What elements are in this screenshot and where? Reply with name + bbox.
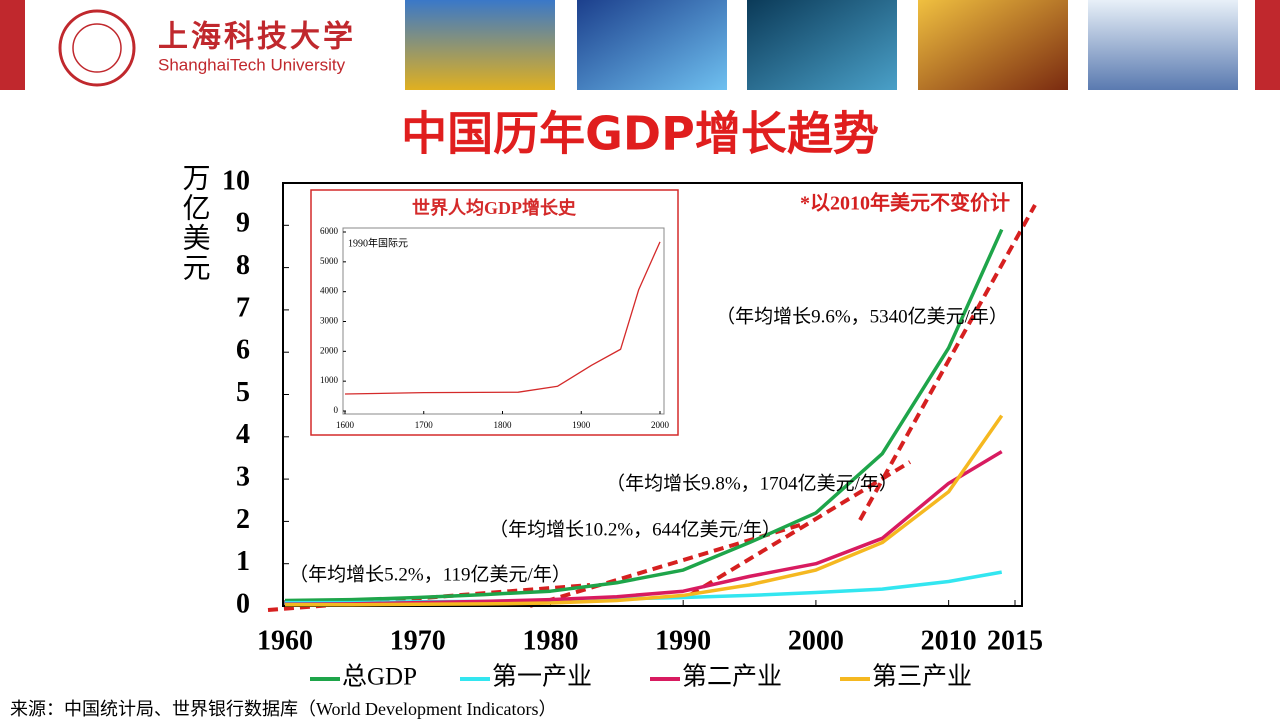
y-tick-label: 3000: [320, 316, 339, 326]
x-tick-label: 1970: [390, 625, 446, 656]
y-axis-label: 万亿美元: [179, 163, 211, 283]
annotation: （年均增长10.2%，644亿美元/年）: [489, 518, 781, 540]
inset-frame: [310, 189, 679, 436]
series-line: [284, 228, 1004, 603]
y-tick-label: 2000: [320, 345, 339, 355]
y-tick-label: 1000: [320, 375, 339, 385]
logo-name-en: ShanghaiTech University: [158, 55, 346, 74]
source: 来源：中国统计局、世界银行数据库（World Development Indic…: [10, 699, 556, 719]
y-tick-label: 4000: [320, 286, 339, 296]
y-tick-label: 1: [236, 546, 250, 577]
x-tick-label: 1960: [257, 625, 313, 656]
edge-bar: [0, 0, 25, 90]
logo-name: 上海科技大学: [158, 20, 356, 55]
photo: [747, 0, 897, 90]
legend-label: 第二产业: [682, 663, 782, 691]
photo: [405, 0, 555, 90]
logo: [72, 23, 122, 73]
legend-label: 第一产业: [492, 663, 592, 691]
y-tick-label: 0: [236, 588, 250, 619]
y-tick-label: 5000: [320, 256, 339, 266]
x-tick-label: 2000: [788, 625, 844, 656]
y-tick-label: 8: [236, 250, 250, 281]
logo: [58, 9, 136, 87]
inset-unit: 1990年国际元: [348, 236, 408, 249]
y-tick-label: 5: [236, 377, 250, 408]
trend-line: [858, 204, 1037, 521]
series-line: [285, 414, 1004, 607]
trend-line: [688, 460, 912, 597]
slide-title: 中国历年GDP增长趋势: [401, 107, 879, 161]
x-tick-label: 1800: [494, 420, 513, 430]
y-tick-label: 6000: [320, 226, 339, 236]
x-tick-label: 2010: [921, 625, 977, 656]
x-tick-label: 2015: [987, 625, 1043, 656]
annotation: （年均增长9.8%，1704亿美元/年）: [606, 472, 898, 494]
annotation: （年均增长9.6%，5340亿美元/年）: [716, 305, 1008, 327]
y-tick-label: 7: [236, 292, 250, 323]
x-tick-label: 1900: [572, 420, 591, 430]
photo: [577, 0, 727, 90]
y-tick-label: 10: [222, 165, 250, 196]
annotation: （年均增长5.2%，119亿美元/年）: [289, 563, 571, 585]
y-tick-label: 6: [236, 335, 250, 366]
inset-title: 世界人均GDP增长史: [412, 197, 577, 218]
x-tick-label: 1700: [415, 420, 434, 430]
y-tick-label: 0: [334, 405, 339, 415]
x-tick-label: 1990: [655, 625, 711, 656]
edge-bar: [1255, 0, 1280, 90]
note: *以2010年美元不变价计: [800, 191, 1010, 215]
y-tick-label: 3: [236, 462, 250, 493]
legend-label: 第三产业: [872, 663, 972, 691]
y-tick-label: 9: [236, 208, 250, 239]
x-tick-label: 2000: [651, 420, 670, 430]
x-tick-label: 1600: [336, 420, 355, 430]
legend-label: 总GDP: [342, 663, 417, 691]
y-tick-label: 4: [236, 419, 250, 450]
series-line: [344, 241, 661, 395]
y-tick-label: 2: [236, 504, 250, 535]
x-tick-label: 1980: [522, 625, 578, 656]
photo: [1088, 0, 1238, 90]
photo: [918, 0, 1068, 90]
